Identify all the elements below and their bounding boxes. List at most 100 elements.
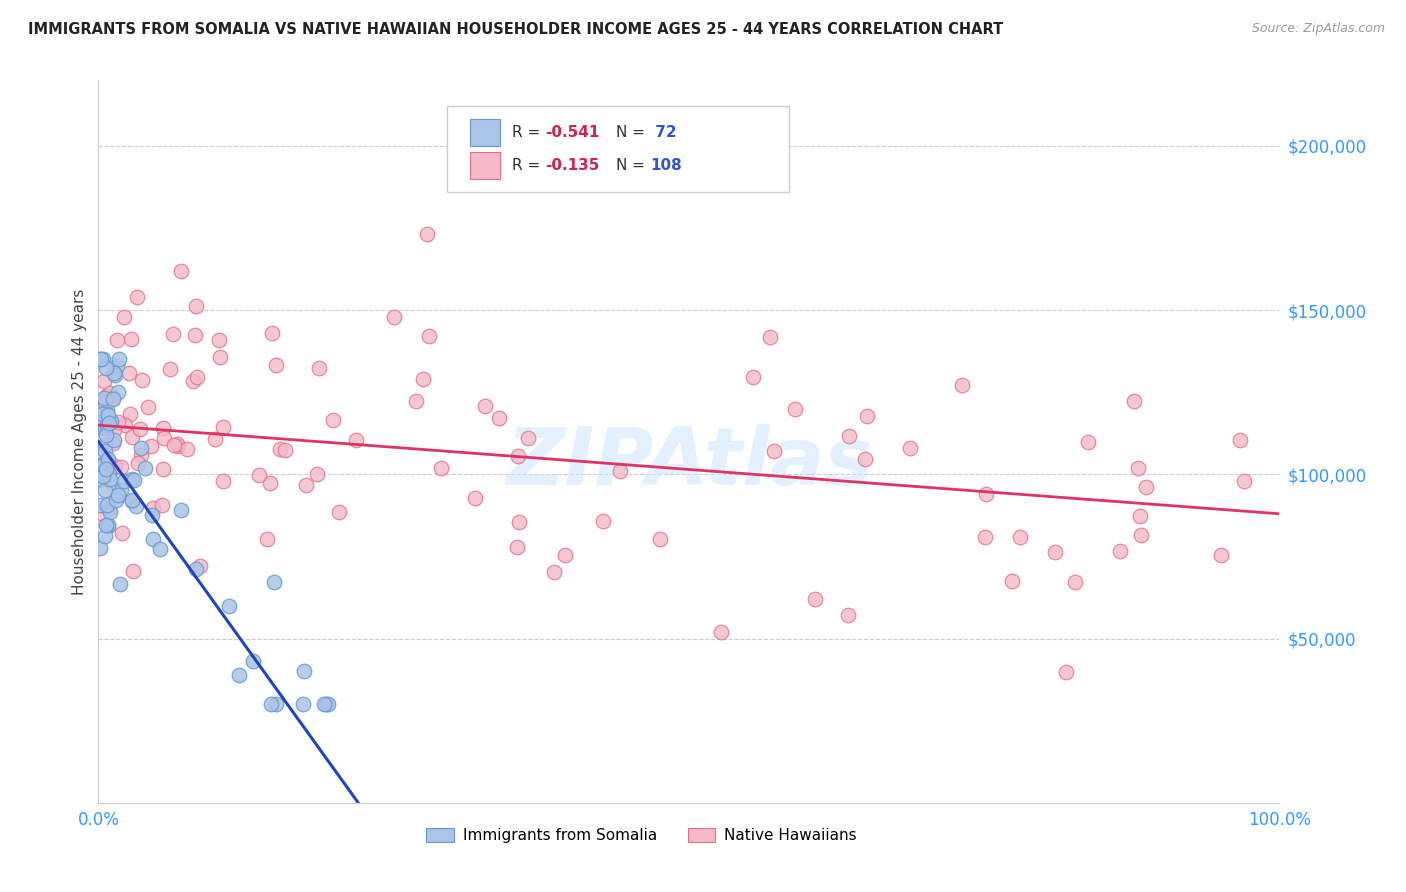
FancyBboxPatch shape <box>471 152 501 179</box>
Point <box>1043 544 1066 558</box>
Point <box>430 460 453 475</box>
Point <box>141 508 163 523</box>
Point <box>554 548 576 562</box>
Point <box>96 451 118 466</box>
Point <box>516 431 538 445</box>
Point <box>260 698 283 712</box>
Point <box>152 421 174 435</box>
Point <box>508 515 530 529</box>
Point <box>93 374 115 388</box>
Text: -0.135: -0.135 <box>546 158 599 173</box>
Point <box>259 475 281 490</box>
Point <box>152 462 174 476</box>
Point <box>90 415 112 429</box>
Point <box>101 435 124 450</box>
Text: R =: R = <box>512 125 546 140</box>
Point <box>107 415 129 429</box>
Point <box>742 370 765 384</box>
Text: -0.541: -0.541 <box>546 125 599 140</box>
Point <box>506 540 529 554</box>
Point <box>209 350 232 364</box>
Point <box>838 429 860 443</box>
Point <box>97 467 120 481</box>
Point <box>104 458 127 473</box>
Point <box>291 698 314 712</box>
Point <box>100 471 122 485</box>
Point <box>89 541 111 556</box>
Point <box>89 352 111 367</box>
Point <box>758 329 780 343</box>
Point <box>382 310 405 324</box>
Point <box>315 698 337 712</box>
Point <box>1129 528 1152 542</box>
Point <box>312 698 335 712</box>
Point <box>543 566 565 580</box>
Point <box>316 698 339 712</box>
Point <box>308 361 330 376</box>
Point <box>98 385 121 400</box>
Point <box>129 422 152 436</box>
Point <box>218 599 240 613</box>
Point <box>247 468 270 483</box>
Point <box>648 532 671 546</box>
Point <box>1126 460 1149 475</box>
Point <box>94 529 117 543</box>
Point <box>322 413 344 427</box>
Point <box>125 499 148 513</box>
Point <box>176 442 198 456</box>
Point <box>103 366 125 380</box>
Point <box>90 407 112 421</box>
Text: 72: 72 <box>650 125 676 140</box>
Point <box>118 366 141 380</box>
Point <box>856 409 879 423</box>
Point <box>166 436 188 450</box>
Point <box>111 525 134 540</box>
Point <box>91 468 114 483</box>
Point <box>506 449 529 463</box>
Text: N =: N = <box>616 158 650 173</box>
Point <box>100 414 122 428</box>
Point <box>121 564 143 578</box>
Point <box>107 385 129 400</box>
Point <box>950 377 973 392</box>
Text: N =: N = <box>616 125 650 140</box>
Point <box>974 487 997 501</box>
Point <box>803 591 825 606</box>
Point <box>103 423 125 437</box>
Point <box>90 352 112 367</box>
Point <box>91 507 114 521</box>
Point <box>170 264 193 278</box>
Point <box>1001 574 1024 589</box>
Point <box>405 394 427 409</box>
Point <box>294 478 316 492</box>
Point <box>98 505 121 519</box>
Point <box>184 562 207 576</box>
Point <box>170 503 193 517</box>
Point <box>853 452 876 467</box>
Point <box>101 392 124 406</box>
Point <box>108 352 131 367</box>
Point <box>142 500 165 515</box>
Point <box>412 372 434 386</box>
Point <box>96 498 118 512</box>
Point <box>101 391 124 405</box>
Point <box>125 289 148 303</box>
Point <box>121 494 143 508</box>
Point <box>91 352 114 367</box>
Point <box>212 420 235 434</box>
Point <box>763 444 786 458</box>
Point <box>121 472 143 486</box>
FancyBboxPatch shape <box>471 119 501 146</box>
Point <box>96 427 118 442</box>
Point <box>94 444 117 458</box>
Text: IMMIGRANTS FROM SOMALIA VS NATIVE HAWAIIAN HOUSEHOLDER INCOME AGES 25 - 44 YEARS: IMMIGRANTS FROM SOMALIA VS NATIVE HAWAII… <box>28 22 1004 37</box>
Point <box>181 374 204 388</box>
Point <box>837 607 859 622</box>
Point <box>159 362 181 376</box>
Point <box>150 498 173 512</box>
Point <box>127 457 149 471</box>
Point <box>153 431 176 445</box>
Point <box>96 403 118 417</box>
Point <box>110 483 132 498</box>
Point <box>108 577 131 591</box>
